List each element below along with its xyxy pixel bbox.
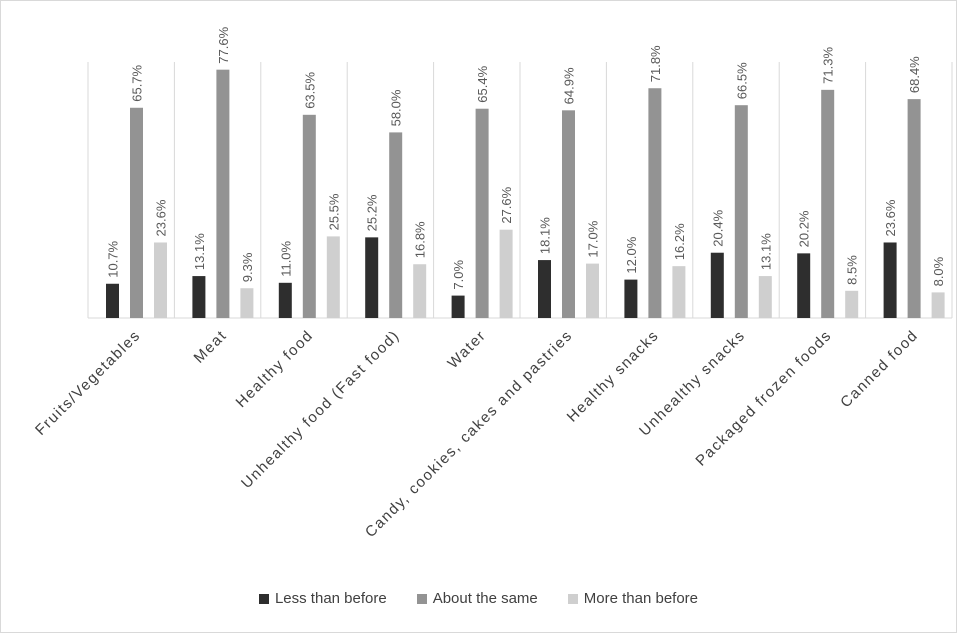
data-label: 13.1% — [758, 233, 773, 270]
bar-less — [451, 295, 465, 318]
bar-same — [389, 132, 403, 318]
bar-less — [538, 260, 551, 318]
data-label: 23.6% — [154, 199, 169, 236]
data-label: 8.0% — [931, 256, 946, 286]
data-label: 71.3% — [821, 47, 836, 84]
bar-more — [672, 266, 686, 318]
data-label: 58.0% — [389, 89, 404, 126]
bar-less — [192, 276, 206, 318]
bar-same — [475, 108, 489, 318]
legend-item-more: More than before — [567, 590, 699, 607]
data-label: 12.0% — [624, 236, 639, 273]
legend-label-more: More than before — [583, 590, 699, 607]
category-label: Healthy food — [233, 327, 317, 411]
legend-item-less: Less than before — [258, 590, 387, 607]
legend-swatch-same — [416, 593, 427, 604]
category-label: Healthy snacks — [564, 327, 663, 426]
bar-more — [154, 242, 167, 318]
data-label: 65.4% — [475, 65, 490, 102]
category-label: Fruits/Vegetables — [32, 327, 144, 439]
bar-more — [499, 229, 513, 318]
data-label: 16.8% — [413, 221, 428, 258]
data-label: 27.6% — [499, 186, 514, 223]
category-label: Meat — [191, 327, 231, 367]
legend-label-less: Less than before — [274, 590, 387, 607]
data-label: 77.6% — [216, 26, 231, 63]
data-label: 63.5% — [302, 71, 317, 108]
legend-swatch-less — [258, 593, 269, 604]
bar-less — [278, 282, 292, 318]
bar-same — [130, 107, 143, 318]
category-label: Packaged frozen foods — [692, 327, 835, 470]
legend: Less than before About the same More tha… — [0, 590, 957, 607]
bar-less — [106, 283, 119, 318]
bar-less — [365, 237, 379, 318]
bar-same — [907, 99, 921, 319]
data-label: 23.6% — [883, 199, 898, 236]
bar-more — [240, 288, 254, 318]
data-label: 25.5% — [326, 193, 341, 230]
bar-same — [562, 110, 575, 318]
data-label: 66.5% — [734, 62, 749, 99]
bar-more — [758, 276, 772, 318]
bar-same — [648, 88, 662, 319]
data-label: 25.2% — [365, 194, 380, 231]
data-label: 9.3% — [240, 252, 255, 282]
bar-less — [883, 242, 897, 318]
data-label: 8.5% — [845, 255, 860, 285]
bar-less — [797, 253, 811, 318]
category-label: Canned food — [837, 327, 921, 411]
bar-same — [216, 69, 230, 319]
data-label: 65.7% — [130, 64, 145, 101]
data-label: 7.0% — [451, 260, 466, 290]
data-label: 64.9% — [562, 67, 577, 104]
category-label: Unhealthy food (Fast food) — [238, 327, 403, 492]
bar-more — [326, 236, 340, 318]
data-label: 11.0% — [278, 240, 293, 276]
legend-label-same: About the same — [432, 590, 538, 607]
data-label: 16.2% — [672, 223, 687, 260]
data-label: 20.4% — [710, 209, 725, 246]
bar-same — [821, 89, 835, 318]
data-label: 68.4% — [907, 56, 922, 93]
data-label: 13.1% — [192, 233, 207, 270]
legend-swatch-more — [567, 593, 578, 604]
data-label: 71.8% — [648, 45, 663, 82]
bar-same — [302, 114, 316, 318]
bar-more — [586, 263, 599, 318]
legend-item-same: About the same — [416, 590, 538, 607]
category-label: Water — [444, 327, 489, 372]
bar-more — [413, 264, 427, 318]
data-label: 17.0% — [586, 220, 601, 257]
data-label: 10.7% — [106, 240, 121, 277]
bar-same — [734, 105, 748, 318]
bar-more — [845, 290, 859, 318]
bar-less — [624, 279, 638, 318]
bar-less — [710, 252, 724, 318]
data-label: 18.1% — [538, 217, 553, 254]
bar-more — [931, 292, 945, 318]
data-label: 20.2% — [797, 210, 812, 247]
